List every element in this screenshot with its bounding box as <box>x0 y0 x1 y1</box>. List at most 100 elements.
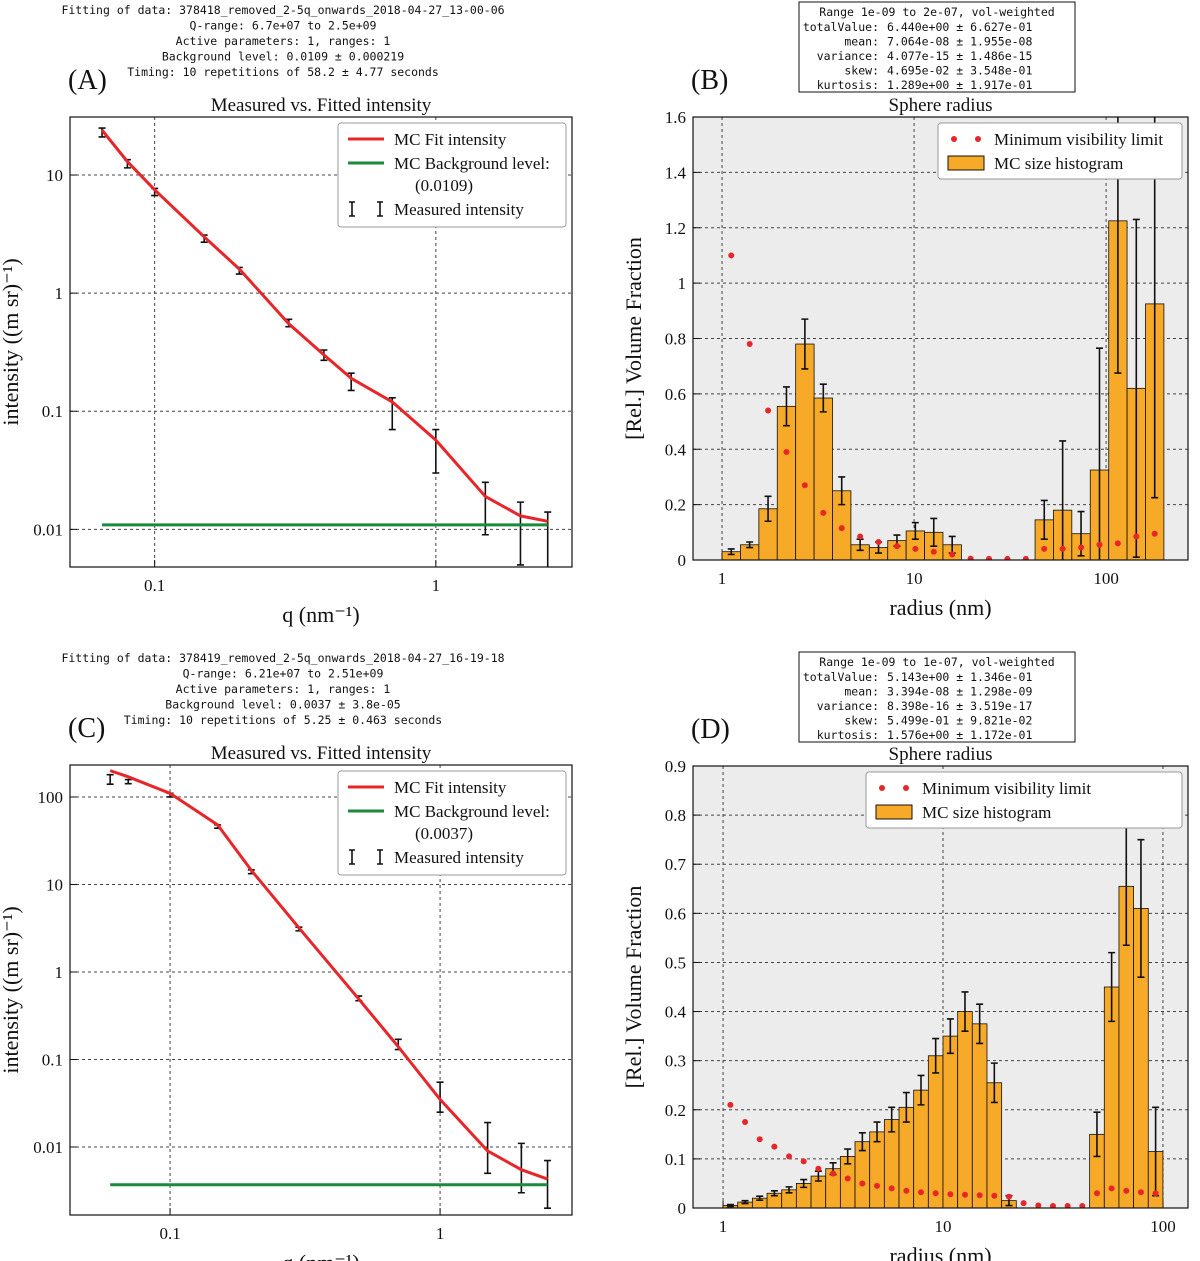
scatter-point <box>859 1180 866 1187</box>
panel-label: (D) <box>691 714 730 745</box>
scatter-point <box>815 1165 822 1172</box>
legend: Minimum visibility limit MC size histogra… <box>937 122 1183 180</box>
legend-swatch <box>377 201 383 217</box>
stats-value: 1.289e+00 ± 1.917e-01 <box>887 78 1032 92</box>
chart-title: Measured vs. Fitted intensity <box>211 95 432 116</box>
error-bar <box>432 428 440 474</box>
y-tick-label: 0.8 <box>665 330 686 349</box>
legend-swatch <box>947 155 985 171</box>
scatter-point <box>838 525 845 532</box>
scatter-point <box>1035 1202 1042 1208</box>
legend-label: MC size histogram <box>994 154 1123 173</box>
stats-label: mean: <box>844 35 879 49</box>
scatter-point <box>771 1143 778 1150</box>
scatter-point <box>947 1191 954 1198</box>
scatter-point <box>1114 540 1121 547</box>
error-bar <box>106 773 114 785</box>
scatter-point <box>1079 1203 1086 1208</box>
legend-label: MC Fit intensity <box>394 778 507 797</box>
x-tick-label: 1 <box>718 569 727 588</box>
x-tick-label: 1 <box>432 576 441 595</box>
y-tick-label: 0.9 <box>665 757 686 776</box>
scatter-point <box>930 548 937 555</box>
bar <box>927 1055 944 1208</box>
scatter-point <box>1093 1190 1100 1197</box>
scatter-point <box>765 407 772 414</box>
scatter-point <box>1096 541 1103 548</box>
error-bar <box>1137 838 1145 978</box>
plot-frame <box>692 116 1189 561</box>
y-tick-label: 0.01 <box>33 520 63 539</box>
legend-swatch <box>951 136 957 142</box>
series-line <box>100 129 549 523</box>
header-line: Background level: 0.0037 ± 3.8e-05 <box>165 698 400 712</box>
scatter-point <box>1078 544 1085 551</box>
error-bar <box>347 372 355 392</box>
legend-swatch <box>349 201 355 217</box>
error-bar <box>770 1190 778 1197</box>
panel-label: (A) <box>68 65 107 96</box>
y-tick-label: 0.3 <box>665 1052 686 1071</box>
error-bar <box>902 1091 910 1123</box>
scatter-point <box>1151 530 1158 537</box>
stats-header: Range 1e-09 to 1e-07, vol-weighted <box>819 655 1054 669</box>
scatter-point <box>1064 1203 1071 1208</box>
legend: MC Fit intensity MC Background level: (0.0… <box>337 770 567 876</box>
header-line: Fitting of data: 378419_removed_2-5q_onw… <box>61 651 504 665</box>
scatter-point <box>874 1182 881 1189</box>
scatter-point <box>756 1136 763 1143</box>
x-axis-label: radius (nm) <box>889 1243 991 1261</box>
scatter-point <box>1020 1200 1027 1207</box>
scatter-point <box>903 1187 910 1194</box>
y-tick-label: 0.7 <box>665 855 687 874</box>
stats-value: 1.576e+00 ± 1.172e-01 <box>887 728 1032 742</box>
scatter-point <box>820 509 827 516</box>
error-bar <box>124 778 132 785</box>
legend-box <box>337 770 567 876</box>
error-bar <box>741 1199 749 1205</box>
plot-area <box>106 769 552 1209</box>
error-bar <box>1059 440 1067 560</box>
panel: 0.1 1 0.01 0.1 1 10 Fitting of data: 378418_re… <box>0 3 573 627</box>
error-bar <box>516 501 524 566</box>
x-tick-label: 1 <box>719 1217 728 1236</box>
scatter-point <box>1049 1203 1056 1208</box>
legend-label: MC Background level: <box>394 154 550 173</box>
stats-value: 4.695e-02 ± 3.548e-01 <box>887 64 1032 78</box>
error-bar <box>930 517 938 547</box>
error-bar <box>990 1062 998 1104</box>
scatter-point <box>800 1158 807 1165</box>
panel: 0.1 1 0.01 0.1 1 10 100 Fitting of data: 378419… <box>0 651 573 1261</box>
legend-label: (0.0109) <box>415 176 473 195</box>
error-bar <box>873 1121 881 1143</box>
legend-label: Minimum visibility limit <box>994 130 1163 149</box>
stats-value: 5.499e-01 ± 9.821e-02 <box>887 714 1032 728</box>
plot-area <box>722 826 1164 1208</box>
error-bar <box>844 1148 852 1165</box>
y-axis-label: intensity ((m sr)⁻¹) <box>0 258 23 425</box>
stats-header: Range 1e-09 to 2e-07, vol-weighted <box>819 5 1054 19</box>
y-axis-label: [Rel.] Volume Fraction <box>621 237 646 440</box>
plot-frame <box>69 764 573 1216</box>
error-bar <box>819 383 827 413</box>
y-tick-label: 1 <box>55 284 64 303</box>
y-tick-label: 0 <box>678 1199 687 1218</box>
x-axis-label: q (nm⁻¹) <box>282 1250 359 1261</box>
x-tick-label: 10 <box>935 1217 952 1236</box>
y-tick-label: 10 <box>46 875 63 894</box>
legend-label: MC size histogram <box>922 803 1051 822</box>
scatter-point <box>991 1192 998 1199</box>
stats-box <box>798 1 1076 93</box>
x-axis-label: radius (nm) <box>889 595 991 620</box>
error-bar <box>932 1037 940 1074</box>
plot-frame <box>69 116 573 568</box>
scatter-point <box>728 252 735 259</box>
y-axis-label: [Rel.] Volume Fraction <box>621 886 646 1089</box>
header-line: Timing: 10 repetitions of 5.25 ± 0.463 s… <box>124 713 443 727</box>
x-tick-label: 10 <box>906 569 923 588</box>
scatter-point <box>844 1175 851 1182</box>
error-bar <box>544 1159 552 1209</box>
stats-value: 5.143e+00 ± 1.346e-01 <box>887 670 1032 684</box>
